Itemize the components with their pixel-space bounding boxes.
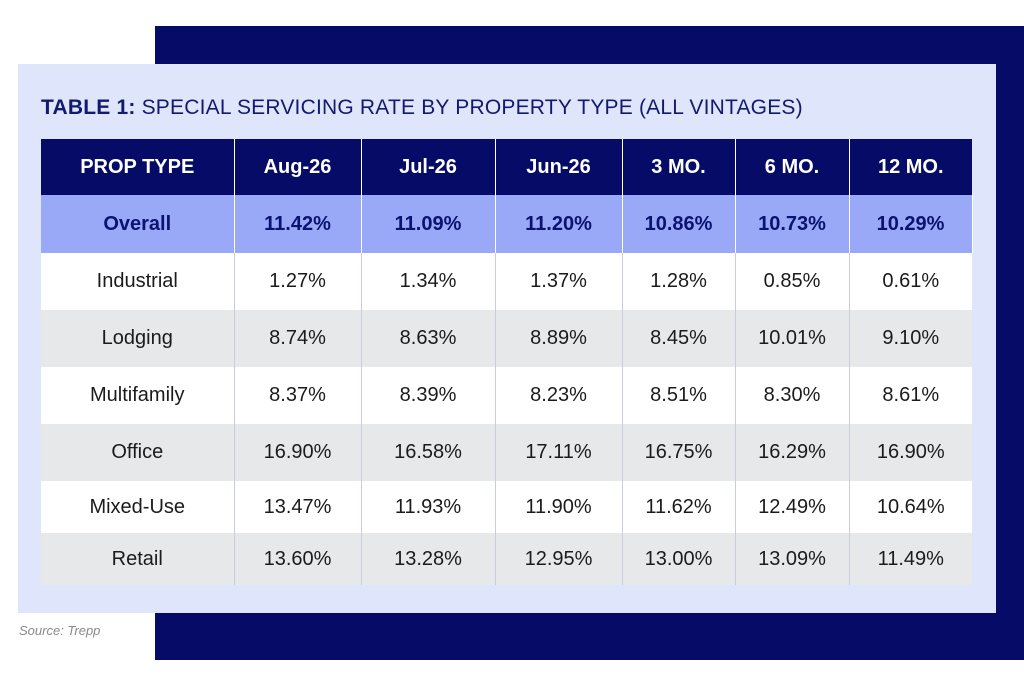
table-row: Retail 13.60% 13.28% 12.95% 13.00% 13.09… [41,533,972,585]
row-label: Lodging [41,310,235,367]
table-cell: 10.64% [849,481,972,533]
table-cell: 11.93% [361,481,496,533]
table-cell: 8.45% [622,310,736,367]
table-cell: 11.49% [849,533,972,585]
table-cell: 11.90% [495,481,623,533]
row-label: Multifamily [41,367,235,424]
header-row: PROP TYPE Aug-26 Jul-26 Jun-26 3 MO. 6 M… [41,139,972,195]
table-cell: 10.29% [849,195,973,253]
table-cell: 11.09% [361,195,496,253]
table-cell: 13.00% [622,533,736,585]
servicing-rate-table: PROP TYPE Aug-26 Jul-26 Jun-26 3 MO. 6 M… [41,139,973,585]
row-label: Retail [41,533,235,585]
table-cell: 11.62% [622,481,736,533]
table-cell: 8.39% [361,367,496,424]
table-cell: 0.61% [849,253,972,310]
table-cell: 12.95% [495,533,623,585]
table-cell: 13.28% [361,533,496,585]
table-row: Industrial 1.27% 1.34% 1.37% 1.28% 0.85%… [41,253,972,310]
table-cell: 0.85% [735,253,850,310]
table-cell: 9.10% [849,310,972,367]
table-row-overall: Overall 11.42% 11.09% 11.20% 10.86% 10.7… [41,195,973,253]
column-header: 6 MO. [735,139,850,195]
table-cell: 1.34% [361,253,496,310]
table-cell: 11.20% [495,195,623,253]
table-cell: 8.89% [495,310,623,367]
table-cell: 13.47% [234,481,362,533]
column-header: PROP TYPE [41,139,235,195]
table-row: Office 16.90% 16.58% 17.11% 16.75% 16.29… [41,424,972,481]
table-cell: 10.86% [622,195,736,253]
table-cell: 13.09% [735,533,850,585]
column-header: 12 MO. [849,139,972,195]
table-cell: 1.28% [622,253,736,310]
table-cell: 16.90% [234,424,362,481]
row-label: Overall [41,195,235,253]
table-cell: 8.61% [849,367,972,424]
row-label: Office [41,424,235,481]
table-title-number: TABLE 1: [41,96,136,119]
table-cell: 16.58% [361,424,496,481]
table-cell: 17.11% [495,424,623,481]
column-header: Jul-26 [361,139,496,195]
row-label: Mixed-Use [41,481,235,533]
column-header: 3 MO. [622,139,736,195]
table-cell: 12.49% [735,481,850,533]
table-cell: 8.30% [735,367,850,424]
column-header: Jun-26 [495,139,623,195]
row-label: Industrial [41,253,235,310]
table-cell: 8.63% [361,310,496,367]
table-cell: 11.42% [234,195,362,253]
table-cell: 8.37% [234,367,362,424]
table-cell: 1.37% [495,253,623,310]
table-cell: 8.74% [234,310,362,367]
table-cell: 10.73% [735,195,850,253]
column-header: Aug-26 [234,139,362,195]
table-cell: 16.29% [735,424,850,481]
table-row: Lodging 8.74% 8.63% 8.89% 8.45% 10.01% 9… [41,310,972,367]
table-row: Multifamily 8.37% 8.39% 8.23% 8.51% 8.30… [41,367,972,424]
table-cell: 10.01% [735,310,850,367]
table-title-text: SPECIAL SERVICING RATE BY PROPERTY TYPE … [141,96,803,119]
table-cell: 1.27% [234,253,362,310]
table-row: Mixed-Use 13.47% 11.93% 11.90% 11.62% 12… [41,481,972,533]
table-cell: 8.23% [495,367,623,424]
source-note: Source: Trepp [19,623,101,638]
table-cell: 13.60% [234,533,362,585]
table-cell: 8.51% [622,367,736,424]
table-title: TABLE 1: SPECIAL SERVICING RATE BY PROPE… [41,96,803,120]
table-cell: 16.90% [849,424,972,481]
table-cell: 16.75% [622,424,736,481]
